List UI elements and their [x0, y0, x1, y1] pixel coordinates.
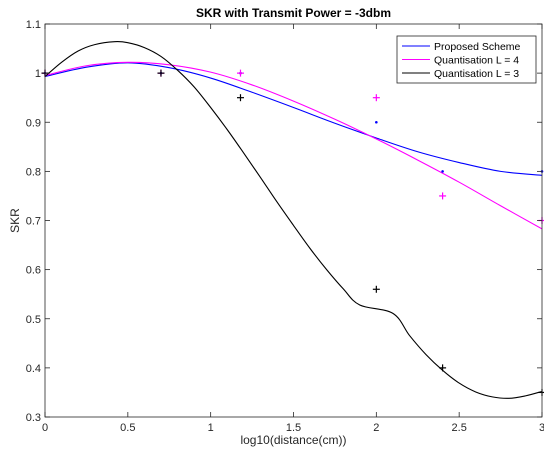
legend-label-quantisation-l4: Quantisation L = 4 [434, 54, 519, 66]
marker-quantisation-l3-3 [372, 285, 380, 293]
plot-area [45, 24, 542, 417]
x-tick-label: 1.5 [286, 422, 301, 434]
y-tick-label: 0.4 [26, 363, 41, 375]
marker-quantisation-l3-1 [157, 69, 165, 77]
y-tick-label: 0.3 [26, 412, 41, 424]
y-axis-label: SKR [8, 208, 22, 233]
y-tick-label: 0.8 [26, 166, 41, 178]
marker-proposed-scheme-3 [375, 120, 378, 124]
x-tick-label: 3 [539, 422, 544, 434]
curve-quantisation-l4 [45, 61, 542, 230]
y-tick-label: 1 [35, 68, 41, 80]
chart-title: SKR with Transmit Power = -3dbm [196, 6, 391, 20]
x-axis-label: log10(distance(cm)) [240, 433, 346, 447]
y-tick-label: 0.6 [26, 265, 41, 277]
x-tick-label: 2 [373, 422, 379, 434]
y-tick-label: 0.7 [26, 216, 41, 228]
y-tick-label: 0.9 [26, 117, 41, 129]
curve-quantisation-l3 [45, 41, 542, 399]
x-tick-label: 0.5 [120, 422, 135, 434]
marker-quantisation-l4-3 [372, 94, 380, 102]
marker-quantisation-l3-2 [236, 94, 244, 102]
legend-label-quantisation-l3: Quantisation L = 3 [434, 68, 519, 80]
legend-label-proposed-scheme: Proposed Scheme [434, 41, 521, 53]
series-curves [45, 41, 542, 399]
marker-quantisation-l4-2 [236, 69, 244, 77]
marker-proposed-scheme-4 [441, 170, 444, 173]
x-tick-label: 0 [42, 422, 48, 434]
x-tick-label: 2.5 [452, 422, 467, 434]
x-tick-label: 1 [208, 422, 214, 434]
y-tick-label: 1.1 [26, 19, 41, 31]
marker-quantisation-l3-4 [439, 364, 447, 372]
y-tick-label: 0.5 [26, 314, 41, 326]
axes: 0 0.5 1 1.5 2 2.5 3 0.3 0.4 0.5 0.6 0.7 0.8 0.9 1 1.1 [26, 19, 544, 434]
marker-quantisation-l4-4 [439, 192, 447, 200]
